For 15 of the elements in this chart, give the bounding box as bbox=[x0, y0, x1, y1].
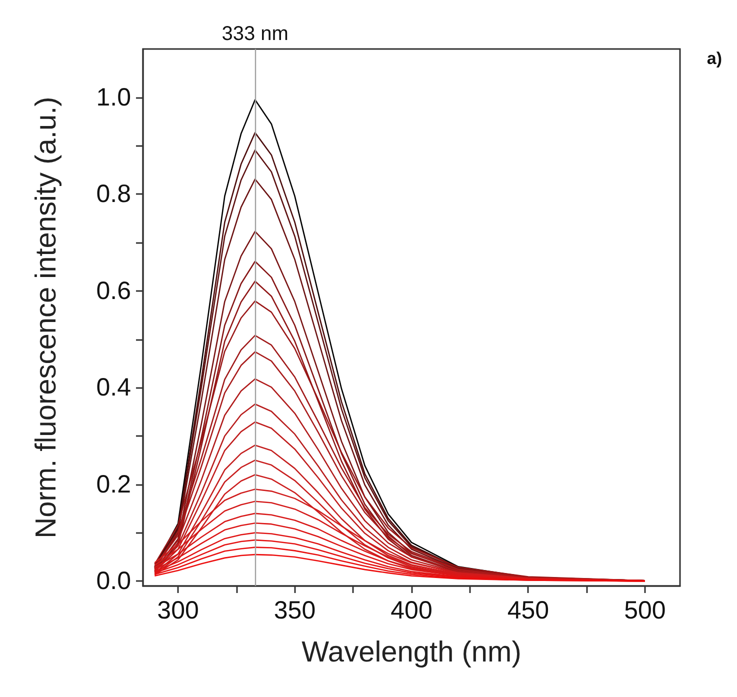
y-axis-title: Norm. fluorescence intensity (a.u.) bbox=[30, 96, 62, 538]
y-tick-label: 0.2 bbox=[96, 470, 131, 498]
x-axis-title: Wavelength (nm) bbox=[302, 636, 522, 668]
x-tick-label: 350 bbox=[274, 596, 316, 624]
y-tick-label: 0.6 bbox=[96, 276, 131, 305]
y-tick-label: 0.4 bbox=[96, 374, 132, 402]
y-tick-label: 0.0 bbox=[96, 567, 131, 596]
x-tick-label: 500 bbox=[624, 596, 666, 624]
y-tick-label: 0.8 bbox=[96, 180, 131, 208]
x-tick-label: 300 bbox=[157, 596, 199, 624]
x-tick-label: 400 bbox=[390, 596, 432, 624]
text: a) bbox=[706, 49, 722, 68]
y-tick-label: 1.0 bbox=[96, 83, 131, 112]
x-tick-label: 450 bbox=[507, 596, 550, 624]
ref-line-label: 333 nm bbox=[222, 23, 288, 45]
